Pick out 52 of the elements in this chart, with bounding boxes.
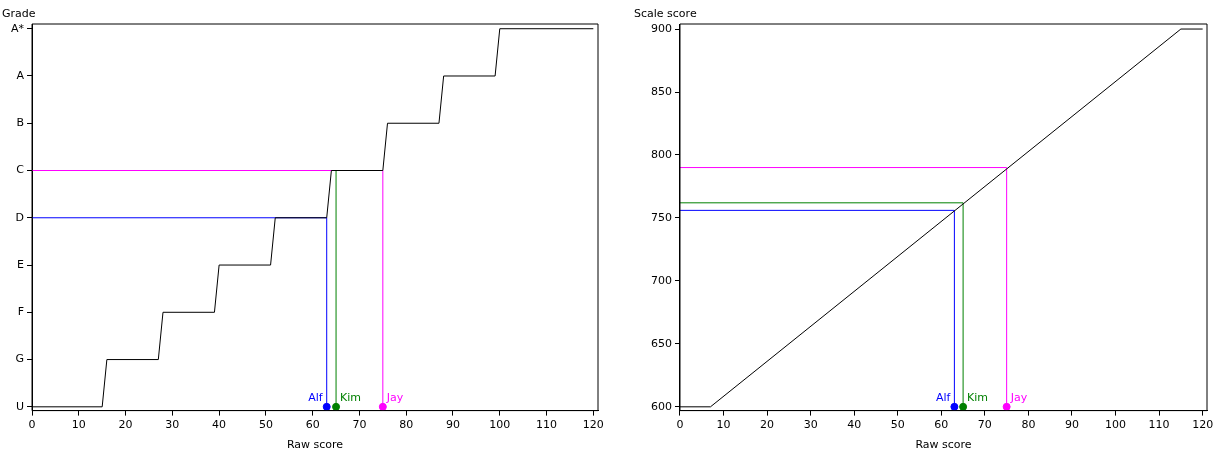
category-label: C [16, 163, 25, 177]
x-tick-label: 40 [212, 418, 227, 432]
series-label: Kim [967, 391, 989, 405]
x-tick-label: 110 [1148, 418, 1170, 432]
category-label: G [15, 352, 25, 366]
category-label: F [17, 305, 25, 319]
y-axis-title: Grade [2, 7, 36, 21]
x-tick-label: 0 [28, 418, 36, 432]
x-tick-label: 110 [536, 418, 558, 432]
x-tick-label: 90 [446, 418, 460, 432]
y-tick-label: 700 [651, 273, 672, 287]
x-tick-label: 20 [760, 418, 775, 432]
series-label: Kim [340, 391, 362, 405]
y-axis-title: Scale score [634, 7, 697, 21]
category-label: U [15, 399, 25, 413]
x-tick-label: 100 [1105, 418, 1127, 432]
x-tick-label: 100 [489, 418, 511, 432]
x-tick-label: 30 [803, 418, 818, 432]
category-label: E [17, 257, 25, 271]
y-tick-label: 750 [651, 210, 672, 224]
series-label: Jay [385, 391, 404, 405]
category-label: B [16, 116, 25, 130]
y-tick-label: 800 [651, 147, 672, 161]
x-tick-label: 80 [1021, 418, 1036, 432]
x-tick-label: 120 [1192, 418, 1214, 432]
x-tick-label: 20 [118, 418, 133, 432]
category-label: D [15, 210, 25, 224]
series-label: Jay [1009, 391, 1028, 405]
series-label: Alf [935, 391, 952, 405]
series-label: Alf [308, 391, 324, 405]
x-tick-label: 50 [258, 418, 273, 432]
x-tick-label: 0 [676, 418, 684, 432]
category-label: A [16, 68, 25, 82]
x-tick-label: 70 [977, 418, 992, 432]
x-axis-title: Raw score [915, 438, 972, 452]
x-tick-label: 120 [582, 418, 604, 432]
x-tick-label: 10 [716, 418, 731, 432]
y-tick-label: 900 [651, 21, 672, 35]
category-label: A* [10, 21, 25, 35]
y-tick-label: 850 [651, 84, 672, 98]
y-tick-label: 600 [651, 399, 672, 413]
x-axis-title: Raw score [286, 438, 344, 452]
x-tick-label: 40 [847, 418, 862, 432]
x-tick-label: 80 [399, 418, 414, 432]
x-tick-label: 70 [352, 418, 367, 432]
x-tick-label: 30 [165, 418, 180, 432]
x-tick-label: 60 [305, 418, 320, 432]
x-tick-label: 50 [890, 418, 905, 432]
x-tick-label: 10 [71, 418, 86, 432]
x-tick-label: 90 [1064, 418, 1079, 432]
x-tick-label: 60 [934, 418, 949, 432]
y-tick-label: 650 [651, 336, 672, 350]
